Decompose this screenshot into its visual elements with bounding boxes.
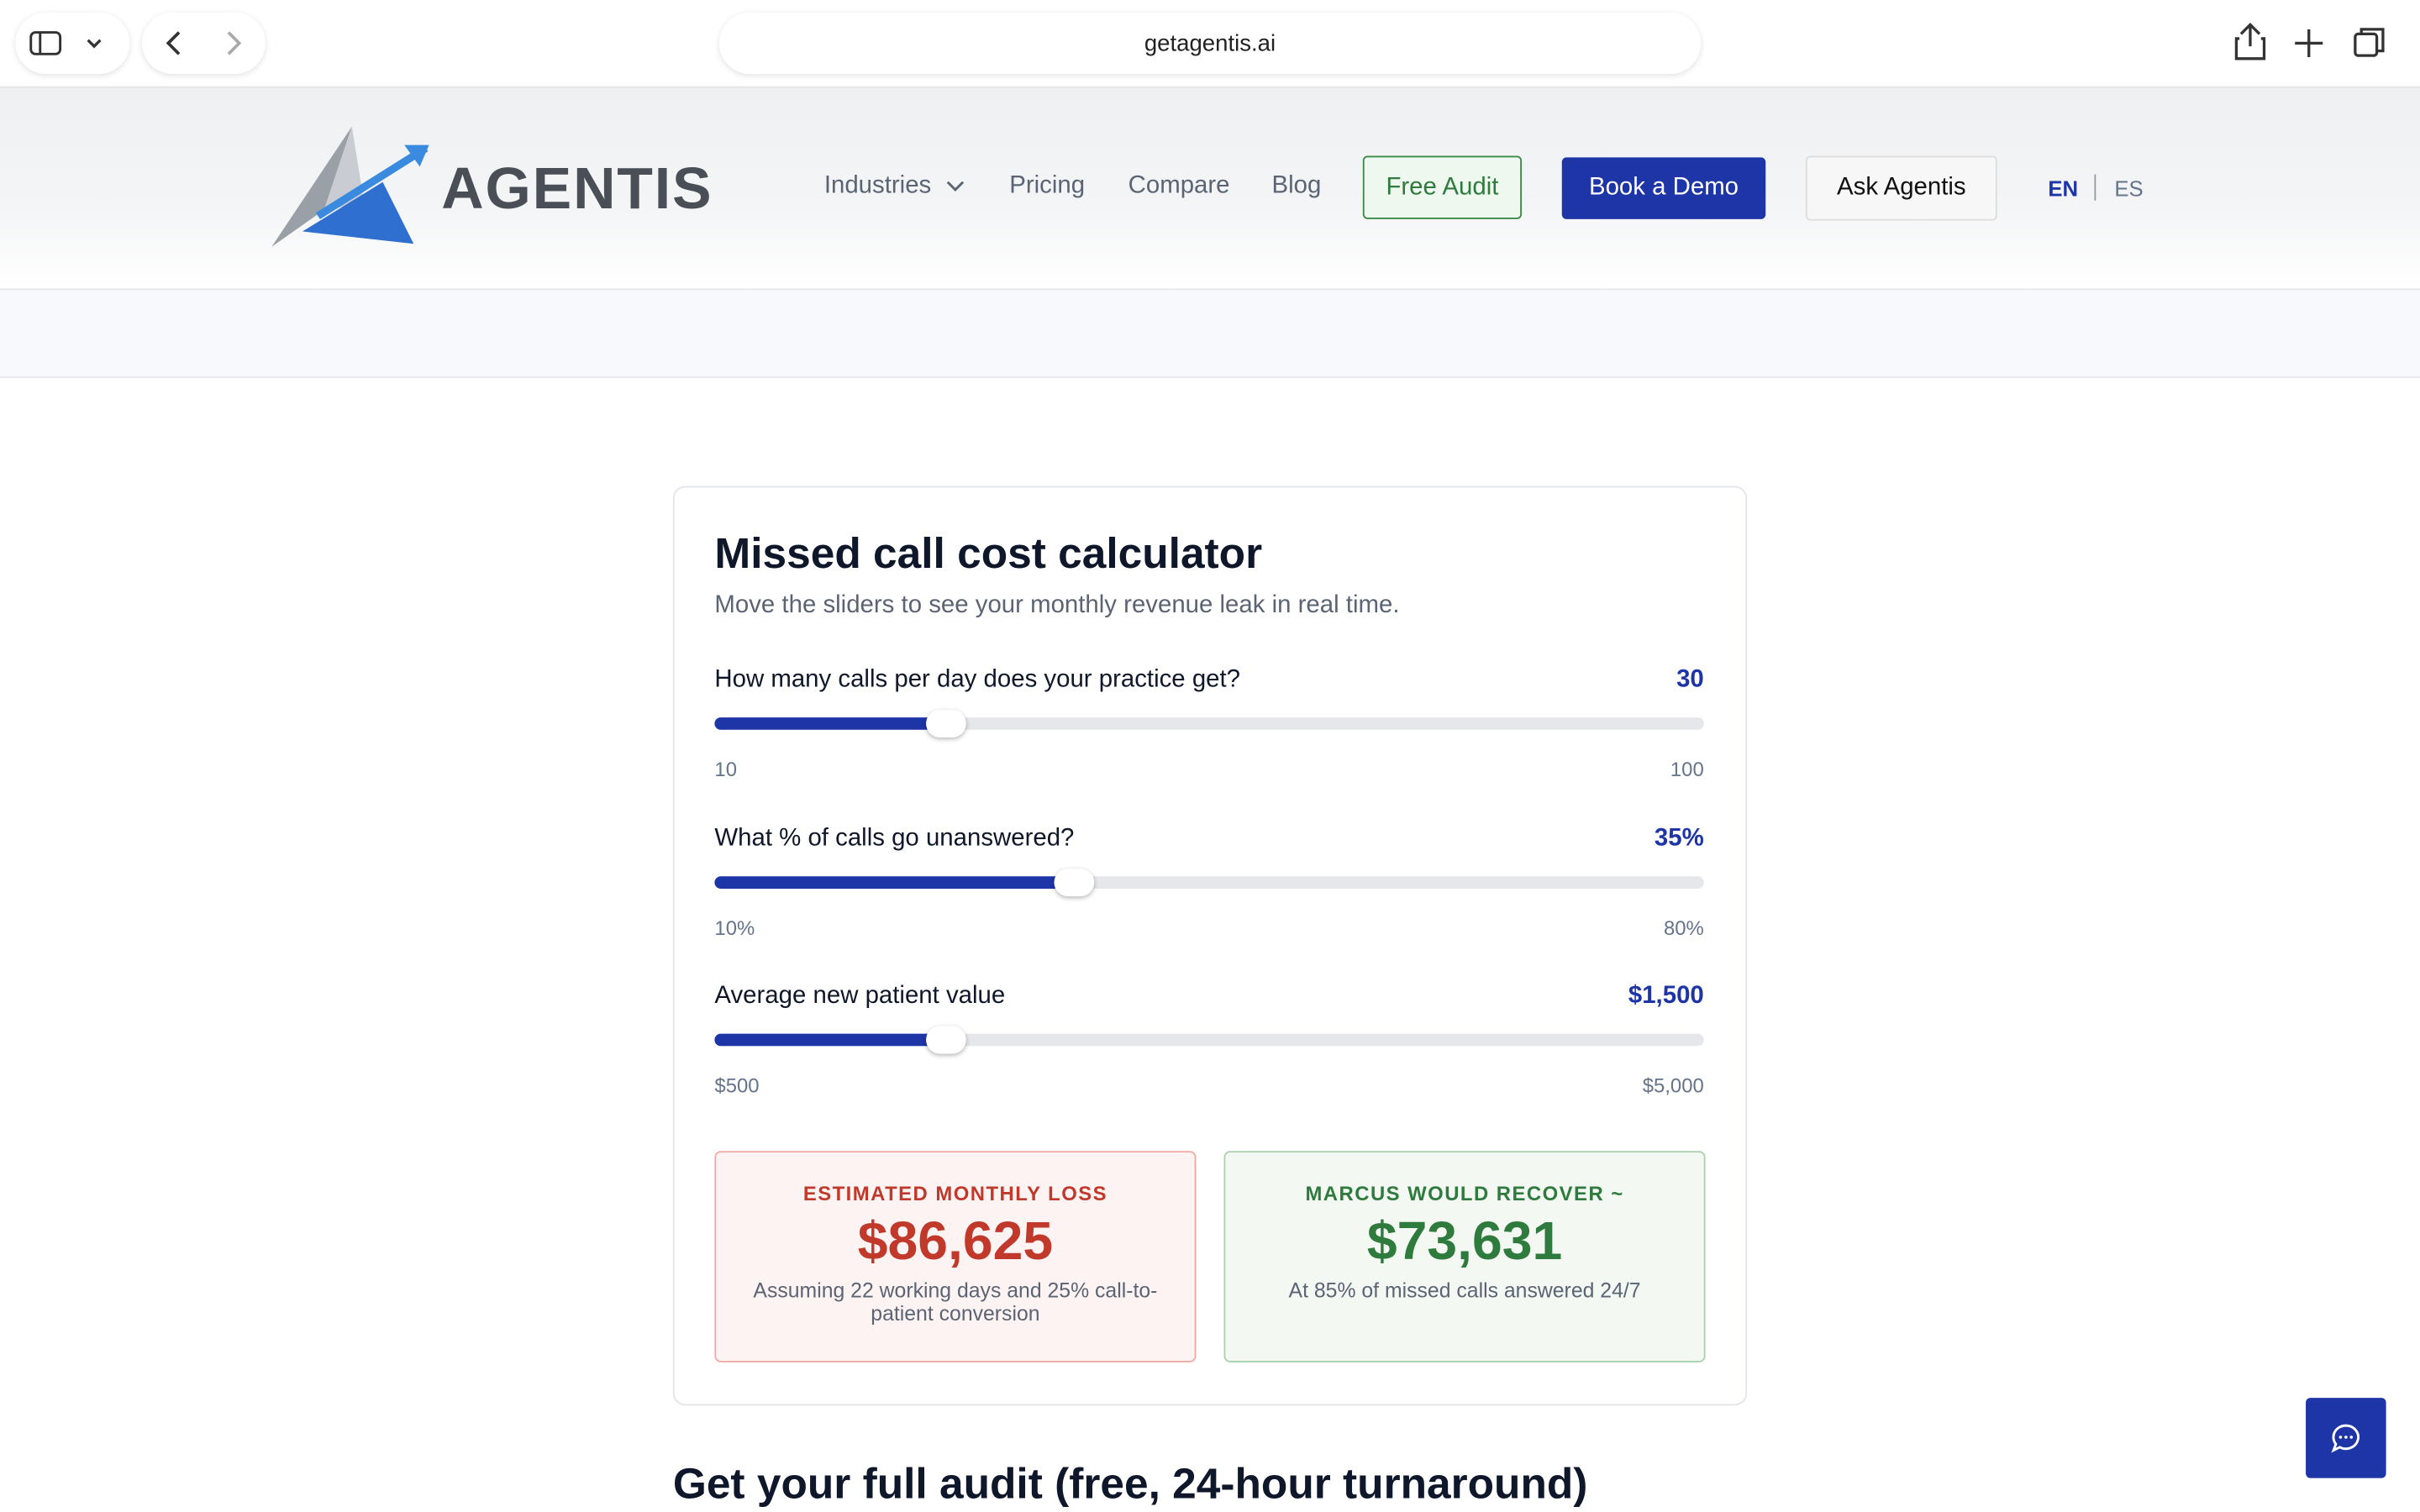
logo-text[interactable]: AGENTIS: [441, 157, 713, 223]
slider-label: How many calls per day does your practic…: [714, 666, 1241, 693]
card-subtitle: Move the sliders to see your monthly rev…: [714, 592, 1400, 619]
nav-link[interactable]: Industries: [823, 172, 932, 199]
free-audit-button[interactable]: Free Audit: [1362, 155, 1523, 219]
slider-thumb[interactable]: [926, 709, 966, 738]
slider-min: $500: [714, 1074, 760, 1097]
slider-label: What % of calls go unanswered?: [714, 824, 1075, 851]
loss-note: Assuming 22 working days and 25% call-to…: [753, 1278, 1158, 1326]
slider-fill: [714, 875, 1075, 889]
slider-label: Average new patient value: [714, 983, 1006, 1010]
section-heading: Get your full audit (free, 24-hour turna…: [672, 1459, 1588, 1508]
recover-note: At 85% of missed calls answered 24/7: [1288, 1278, 1641, 1303]
recover-box: MARCUS WOULD RECOVER ~ $73,631 At 85% of…: [1223, 1151, 1706, 1362]
nav-buttons[interactable]: [141, 12, 266, 75]
loss-box: ESTIMATED MONTHLY LOSS $86,625 Assuming …: [714, 1151, 1197, 1362]
logo-mark[interactable]: [271, 123, 441, 250]
nav-link[interactable]: Compare: [1128, 172, 1230, 199]
loss-amount: $86,625: [857, 1210, 1054, 1272]
slider-thumb[interactable]: [926, 1026, 966, 1054]
slider-min: 10: [714, 757, 737, 781]
lang-en[interactable]: EN: [2048, 176, 2079, 201]
slider-max: $5,000: [1642, 1074, 1704, 1097]
slider-value: 30: [1676, 666, 1704, 693]
nav-link[interactable]: Pricing: [1009, 172, 1086, 199]
slider-fill: [714, 717, 946, 730]
recover-amount: $73,631: [1366, 1210, 1563, 1272]
band: [0, 288, 2420, 379]
slider-min: 10%: [714, 916, 755, 939]
book-demo-button[interactable]: Book a Demo: [1561, 157, 1766, 219]
slider-value: $1,500: [1628, 983, 1704, 1010]
sidebar-button[interactable]: [15, 12, 130, 75]
lang-es[interactable]: ES: [2114, 176, 2144, 201]
nav-link[interactable]: Blog: [1271, 172, 1322, 199]
slider-thumb[interactable]: [1054, 868, 1095, 896]
recover-heading: MARCUS WOULD RECOVER ~: [1305, 1181, 1624, 1205]
url-bar[interactable]: getagentis.ai: [718, 12, 1702, 75]
browser-actions[interactable]: [2223, 18, 2400, 68]
slider-value: 35%: [1654, 824, 1704, 851]
divider: [2094, 174, 2096, 201]
slider-fill: [714, 1033, 946, 1047]
chat-button[interactable]: [2306, 1398, 2386, 1478]
site-header: [0, 87, 2420, 289]
slider-max: 80%: [1663, 916, 1704, 939]
url: getagentis.ai: [1144, 29, 1276, 57]
chevron: [946, 181, 965, 192]
slider-max: 100: [1670, 757, 1704, 781]
ask-button[interactable]: Ask Agentis: [1805, 155, 1997, 221]
calculator-card: [672, 486, 1748, 1406]
loss-heading: ESTIMATED MONTHLY LOSS: [802, 1181, 1108, 1205]
card-title: Missed call cost calculator: [714, 529, 1263, 577]
